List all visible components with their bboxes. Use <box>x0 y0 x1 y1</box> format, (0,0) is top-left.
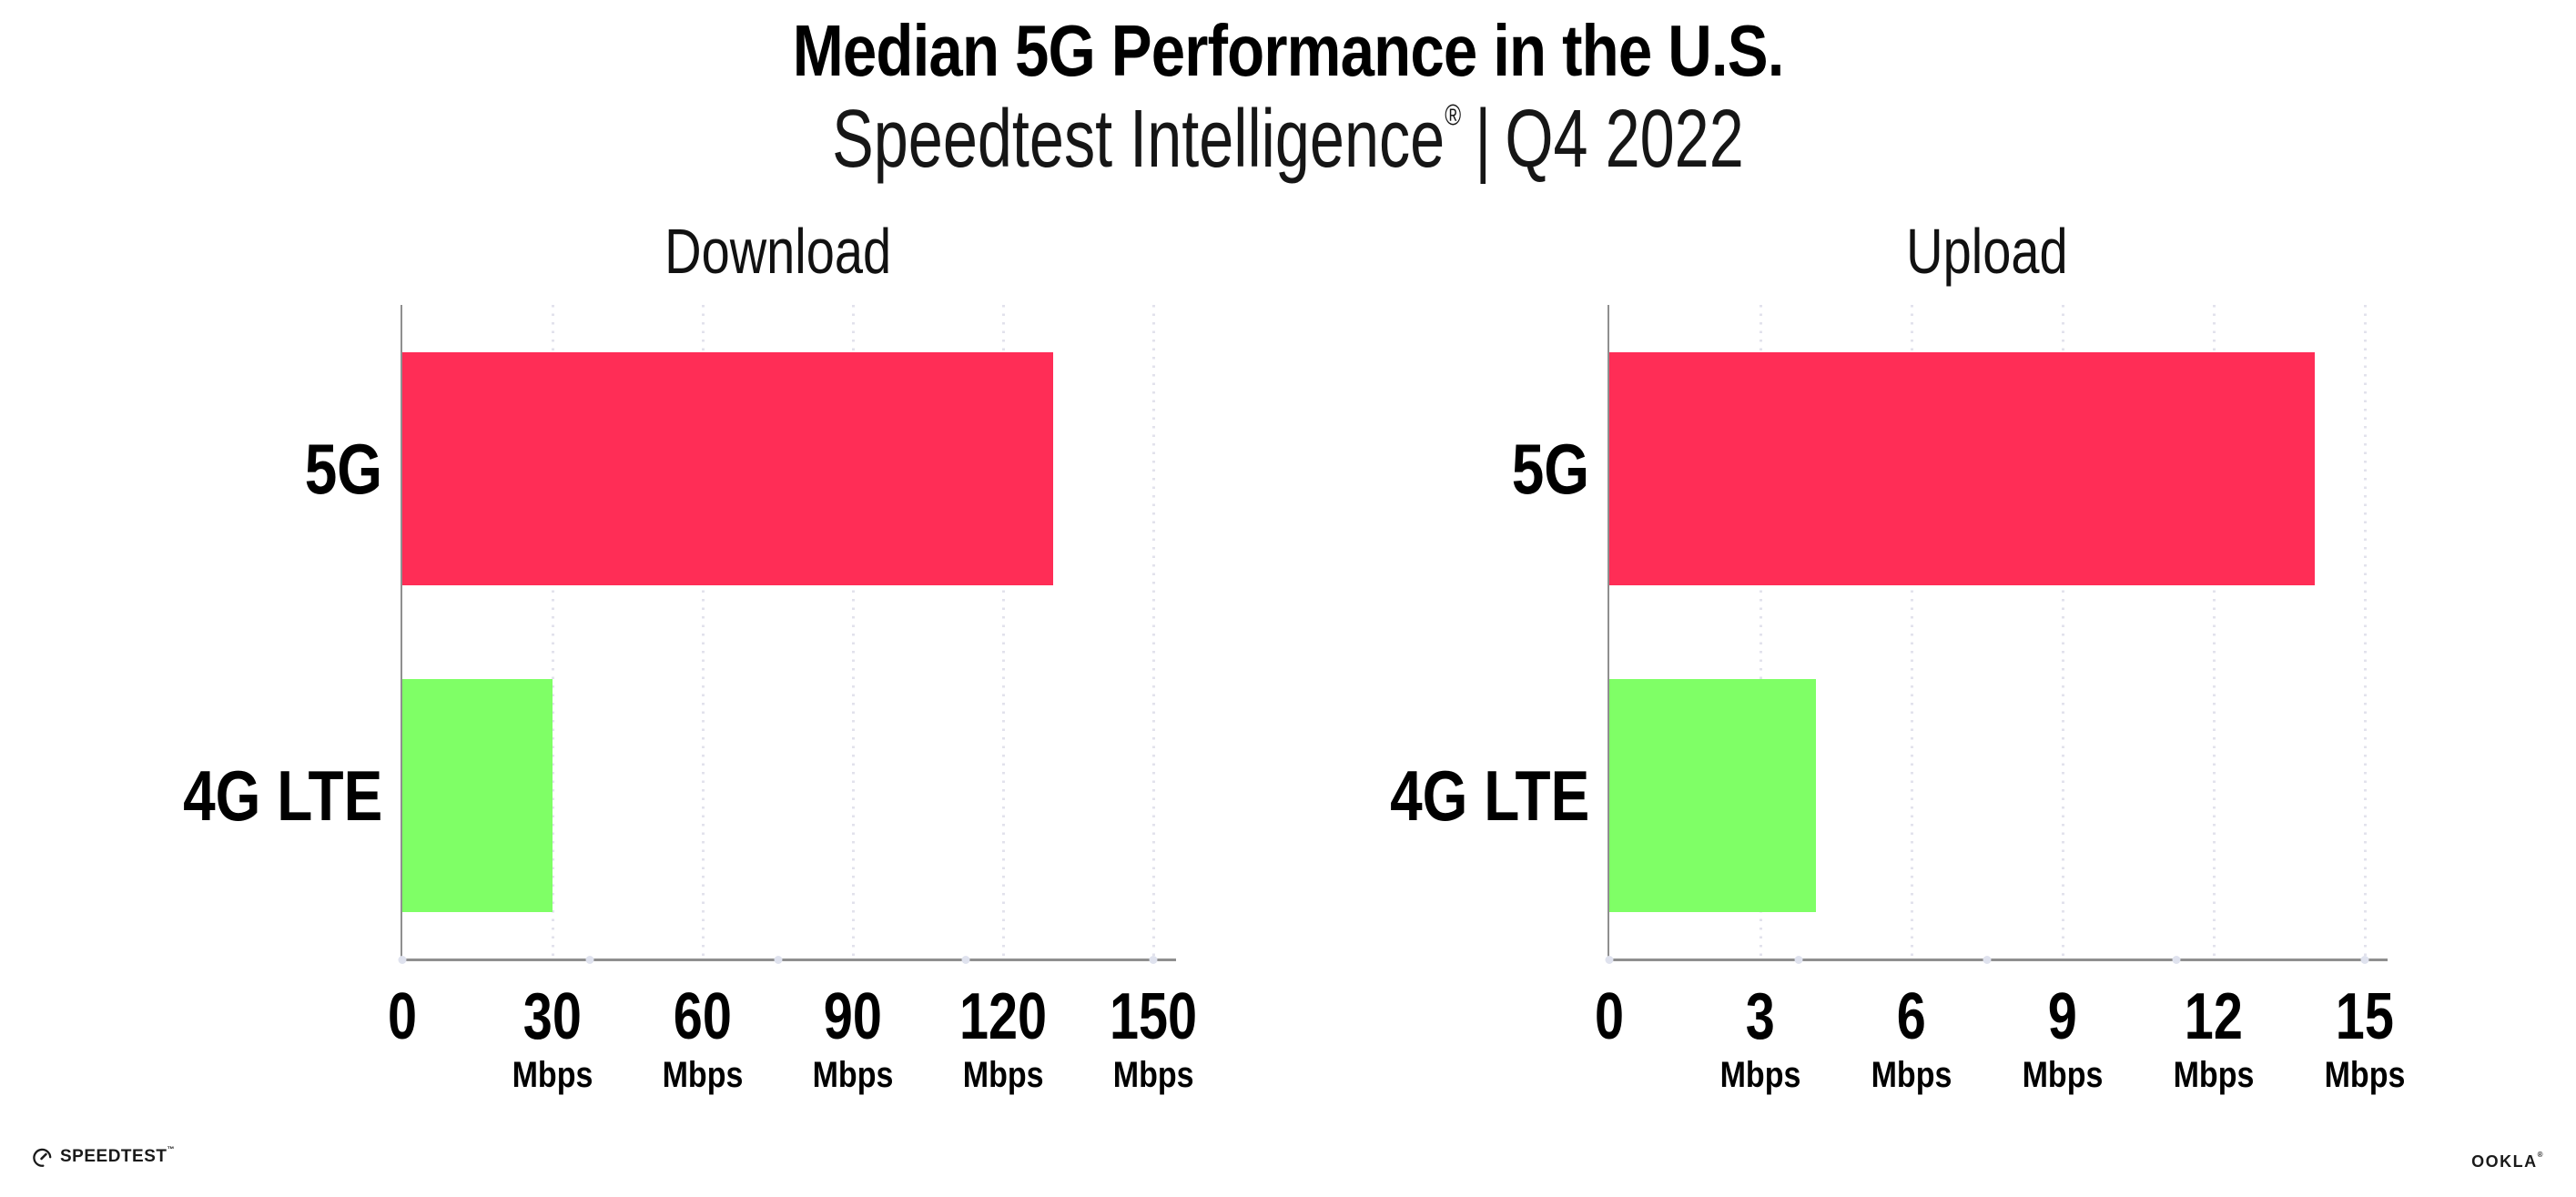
upload-x-tick-value: 12 <box>2184 980 2244 1053</box>
upload-x-tick-value: 0 <box>1594 980 1625 1053</box>
speedtest-wordmark: SPEEDTEST™ <box>60 1145 175 1166</box>
upload-bar-4g-lte <box>1609 679 1816 912</box>
download-chart-title: Download <box>402 219 1153 283</box>
upload-x-tick-0: 0 <box>1591 984 1628 1050</box>
upload-axis-tick-dot <box>1983 956 1992 964</box>
trademark-mark-icon: ™ <box>167 1145 175 1153</box>
download-axis-tick-dot <box>398 956 407 964</box>
registered-mark-icon-small: ® <box>2537 1151 2544 1159</box>
upload-axis-tick-dot <box>1605 956 1614 964</box>
download-category-label-5g: 5G <box>304 429 382 509</box>
upload-x-tick-15: 15 Mbps <box>2317 984 2412 1093</box>
download-gridline-30 <box>552 305 554 959</box>
upload-category-label-4g-lte: 4G LTE <box>1389 756 1589 836</box>
page-title-text: Median 5G Performance in the U.S. <box>792 10 1785 91</box>
download-x-tick-unit: Mbps <box>812 1055 894 1095</box>
download-axis-tick-dot <box>585 956 594 964</box>
ookla-logo: OOKLA® <box>2471 1151 2544 1172</box>
download-x-tick-unit: Mbps <box>962 1055 1044 1095</box>
download-gridline-120 <box>1002 305 1005 959</box>
subtitle-period: Q4 2022 <box>1505 94 1744 185</box>
upload-axis-tick-dot <box>2360 956 2369 964</box>
upload-x-tick-unit: Mbps <box>2022 1055 2104 1095</box>
download-axis-tick-dot <box>961 956 970 964</box>
upload-axis-tick-dot <box>2172 956 2180 964</box>
upload-x-tick-unit: Mbps <box>2324 1055 2406 1095</box>
download-axis-tick-dot <box>774 956 782 964</box>
download-x-tick-value: 30 <box>522 980 583 1053</box>
upload-chart-title: Upload <box>1609 219 2365 283</box>
upload-plot-area <box>1605 305 2388 964</box>
upload-x-tick-value: 9 <box>2047 980 2078 1053</box>
subtitle-brand: Speedtest Intelligence <box>832 94 1445 185</box>
download-x-tick-value: 0 <box>387 980 418 1053</box>
download-x-tick-30: 30 Mbps <box>505 984 600 1093</box>
download-x-tick-value: 60 <box>673 980 733 1053</box>
upload-x-tick-value: 15 <box>2335 980 2395 1053</box>
download-x-tick-value: 90 <box>823 980 883 1053</box>
download-plot-area <box>398 305 1176 964</box>
upload-gridline-15 <box>2364 305 2367 959</box>
download-axis-tick-dot <box>1149 956 1158 964</box>
upload-x-tick-value: 3 <box>1745 980 1776 1053</box>
subtitle-separator: | <box>1475 94 1492 185</box>
download-x-tick-value: 150 <box>1109 980 1198 1053</box>
upload-x-tick-3: 3 Mbps <box>1713 984 1808 1093</box>
download-x-tick-unit: Mbps <box>662 1055 744 1095</box>
download-x-tick-60: 60 Mbps <box>655 984 750 1093</box>
download-gridline-90 <box>852 305 855 959</box>
download-bar-4g-lte <box>402 679 553 912</box>
download-x-tick-0: 0 <box>384 984 421 1050</box>
download-gridline-60 <box>702 305 705 959</box>
page-title: Median 5G Performance in the U.S. <box>0 15 2576 87</box>
download-category-label-4g-lte: 4G LTE <box>182 756 382 836</box>
upload-gridline-3 <box>1760 305 1762 959</box>
upload-x-axis-line <box>1607 959 2388 961</box>
download-x-tick-150: 150 Mbps <box>1099 984 1208 1093</box>
download-y-axis-line <box>401 305 402 959</box>
upload-x-tick-9: 9 Mbps <box>2015 984 2110 1093</box>
download-x-tick-unit: Mbps <box>1112 1055 1194 1095</box>
download-x-tick-value: 120 <box>958 980 1048 1053</box>
speedtest-logo: SPEEDTEST™ <box>32 1143 175 1171</box>
upload-category-label-5g: 5G <box>1511 429 1589 509</box>
download-chart-title-text: Download <box>664 216 892 287</box>
upload-chart: Upload 5G 4G LTE 0 3 Mbps 6 Mbps 9 Mbps 12 Mbps 15 M… <box>1390 219 2406 1093</box>
download-chart: Download 5G 4G LTE 0 30 Mbps 60 Mbps 90 Mbps 120 M… <box>183 219 1197 1093</box>
upload-axis-tick-dot <box>1794 956 1802 964</box>
upload-x-tick-6: 6 Mbps <box>1864 984 1959 1093</box>
upload-x-tick-12: 12 Mbps <box>2166 984 2261 1093</box>
download-bar-5g <box>402 352 1053 585</box>
download-x-tick-120: 120 Mbps <box>948 984 1058 1093</box>
upload-bar-5g <box>1609 352 2315 585</box>
page-subtitle: Speedtest Intelligence® | Q4 2022 <box>0 98 2576 180</box>
registered-mark-icon: ® <box>1445 98 1462 131</box>
upload-x-tick-unit: Mbps <box>1871 1055 1952 1095</box>
upload-gridline-12 <box>2213 305 2216 959</box>
download-x-axis-line <box>401 959 1176 961</box>
upload-x-tick-unit: Mbps <box>1719 1055 1801 1095</box>
speedtest-gauge-icon <box>33 1148 52 1167</box>
download-x-tick-90: 90 Mbps <box>806 984 900 1093</box>
download-x-tick-unit: Mbps <box>512 1055 593 1095</box>
upload-gridline-9 <box>2062 305 2064 959</box>
download-gridline-150 <box>1152 305 1155 959</box>
upload-x-tick-unit: Mbps <box>2173 1055 2255 1095</box>
upload-chart-title-text: Upload <box>1906 216 2068 287</box>
upload-y-axis-line <box>1607 305 1609 959</box>
ookla-wordmark: OOKLA® <box>2471 1151 2544 1171</box>
upload-x-tick-value: 6 <box>1896 980 1927 1053</box>
upload-gridline-6 <box>1911 305 1913 959</box>
